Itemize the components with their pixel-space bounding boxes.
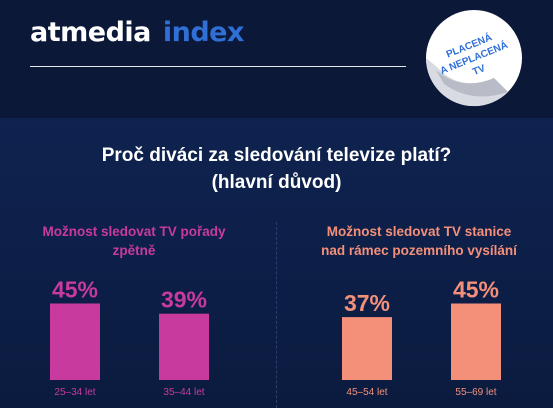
left-subtitle-line-2: zpětně <box>112 243 156 258</box>
header-divider <box>30 66 406 67</box>
chart-divider <box>276 222 277 408</box>
right-value-label-1: 37% <box>344 290 390 316</box>
right-category-label-1: 45–54 let <box>346 387 387 398</box>
left-category-label-1: 25–34 let <box>54 387 95 398</box>
title-line-2: (hlavní důvod) <box>211 172 342 193</box>
right-bar-1 <box>342 317 392 380</box>
sticker-curl <box>436 70 508 97</box>
sticker-line-3: TV <box>471 63 487 78</box>
left-value-label-2: 39% <box>161 287 207 313</box>
right-subtitle-line-2: nad rámec pozemního vysílání <box>321 243 517 258</box>
right-value-label-2: 45% <box>453 277 499 303</box>
right-subtitle-line-1: Možnost sledovat TV stanice <box>326 224 512 239</box>
left-value-label-1: 45% <box>52 277 98 303</box>
atmedia-index-logo: atmedia index <box>30 16 244 50</box>
right-bar-2 <box>451 303 501 380</box>
logo-text-primary: atmedia <box>30 17 151 48</box>
left-bar-2 <box>159 313 209 380</box>
title-line-1: Proč diváci za sledování televize platí? <box>101 145 452 166</box>
right-category-label-2: 55–69 let <box>455 387 496 398</box>
left-subtitle-line-1: Možnost sledovat TV pořady <box>42 224 226 239</box>
page-title: Proč diváci za sledování televize platí?… <box>0 142 553 196</box>
left-bar-1 <box>50 303 100 380</box>
left-chart-subtitle: Možnost sledovat TV pořady zpětně <box>14 222 254 260</box>
curled-sticker-badge: PLACENÁ A NEPLACENÁ TV <box>425 10 522 107</box>
right-chart-subtitle: Možnost sledovat TV stanice nad rámec po… <box>294 222 544 260</box>
left-category-label-2: 35–44 let <box>163 387 204 398</box>
logo-text-secondary: index <box>162 17 245 48</box>
